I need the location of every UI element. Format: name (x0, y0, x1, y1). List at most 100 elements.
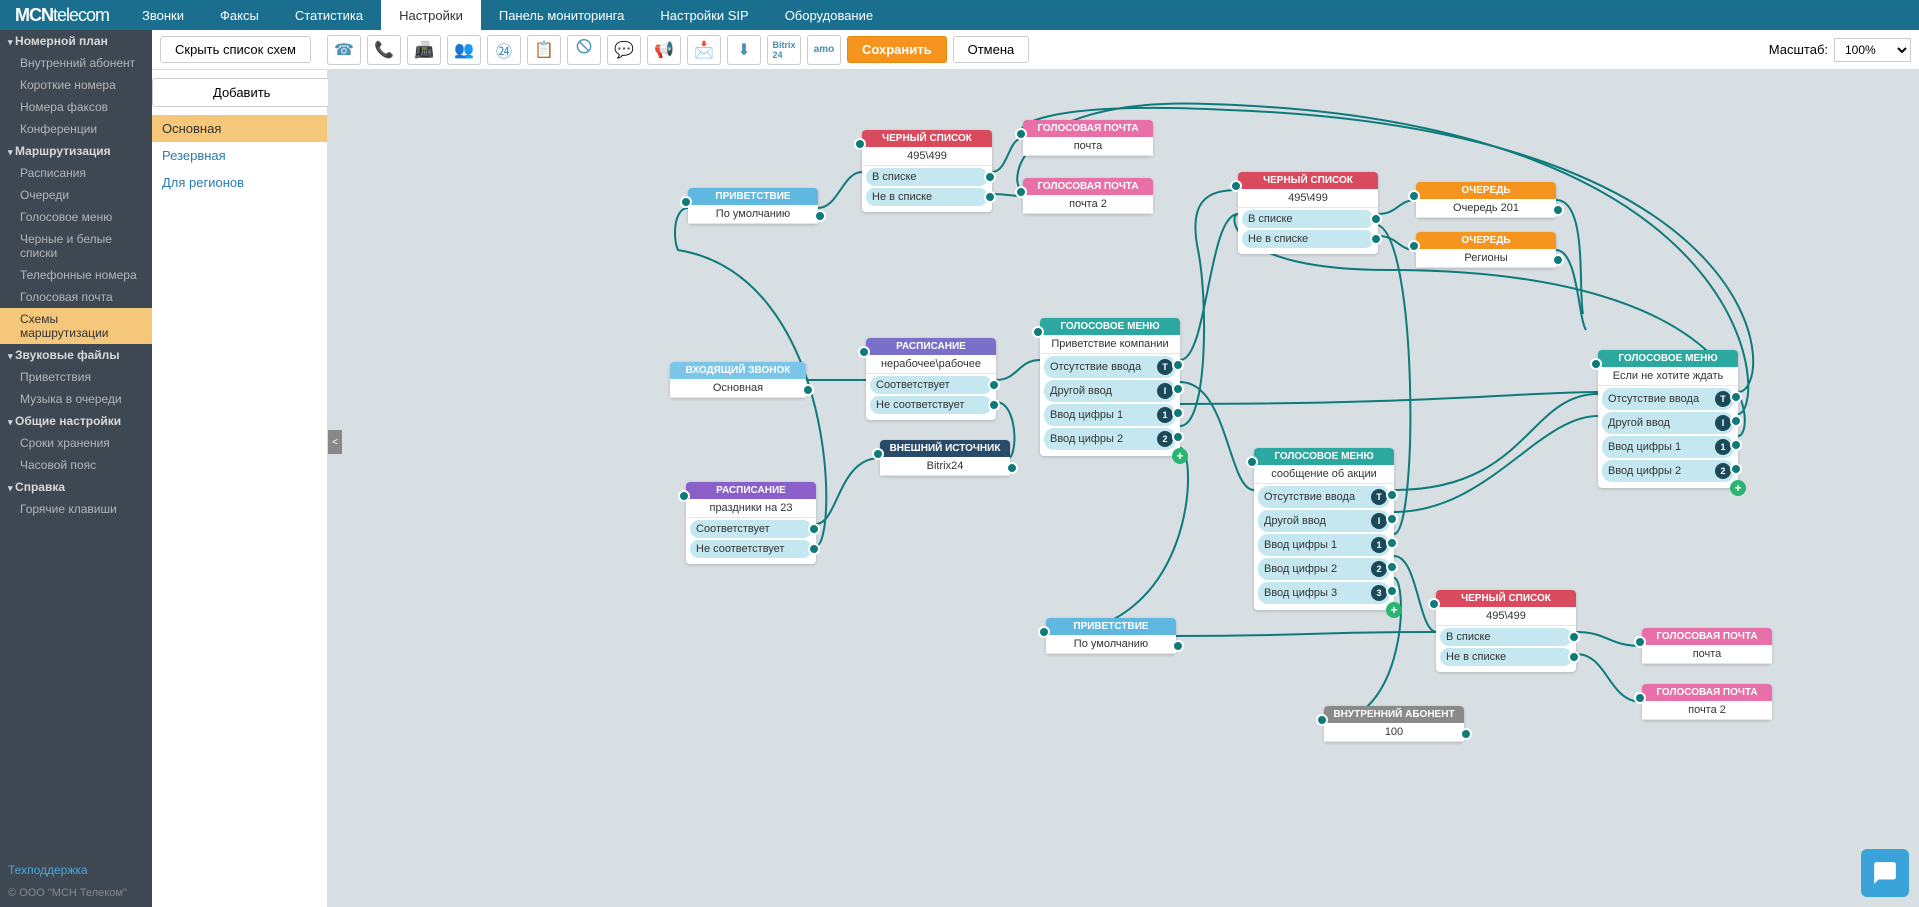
port-out[interactable] (1730, 415, 1742, 427)
sidebar-item[interactable]: Конференции (0, 118, 152, 140)
node-option[interactable]: Не в списке (866, 188, 988, 206)
port-in[interactable] (1032, 326, 1044, 338)
port-out[interactable] (1386, 537, 1398, 549)
port-out[interactable] (814, 210, 826, 222)
topnav-item[interactable]: Звонки (124, 0, 202, 30)
sidebar-section[interactable]: Номерной план (0, 30, 152, 52)
flow-node[interactable]: ВНУТРЕННИЙ АБОНЕНТ100 (1324, 706, 1464, 742)
port-in[interactable] (1634, 636, 1646, 648)
tool-icon-8[interactable]: 💬 (607, 35, 641, 65)
port-in[interactable] (1015, 186, 1027, 198)
port-out[interactable] (1460, 728, 1472, 740)
sidebar-item[interactable]: Музыка в очереди (0, 388, 152, 410)
flow-node[interactable]: ГОЛОСОВАЯ ПОЧТАпочта (1023, 120, 1153, 156)
port-out[interactable] (1172, 431, 1184, 443)
sidebar-section[interactable]: Звуковые файлы (0, 344, 152, 366)
flow-node[interactable]: ВНЕШНИЙ ИСТОЧНИКBitrix24 (880, 440, 1010, 476)
scheme-item[interactable]: Для регионов (152, 169, 327, 196)
node-option[interactable]: Ввод цифры 22 (1258, 558, 1390, 580)
flow-node[interactable]: ГОЛОСОВОЕ МЕНЮЕсли не хотите ждатьОтсутс… (1598, 350, 1738, 488)
port-out[interactable] (1370, 213, 1382, 225)
node-option[interactable]: Не в списке (1242, 230, 1374, 248)
sidebar-item[interactable]: Голосовая почта (0, 286, 152, 308)
routing-canvas[interactable]: < ПРИВЕТСТВИЕПо умолчаниюЧЕРНЫЙ СПИСОК49… (328, 70, 1919, 907)
collapse-handle[interactable]: < (328, 430, 342, 454)
sidebar-item[interactable]: Приветствия (0, 366, 152, 388)
flow-node[interactable]: ВХОДЯЩИЙ ЗВОНОКОсновная (670, 362, 806, 398)
topnav-item[interactable]: Факсы (202, 0, 277, 30)
sidebar-item[interactable]: Очереди (0, 184, 152, 206)
add-option-button[interactable]: + (1386, 602, 1402, 618)
node-option[interactable]: В списке (1242, 210, 1374, 228)
topnav-item[interactable]: Статистика (277, 0, 381, 30)
sidebar-item[interactable]: Горячие клавиши (0, 498, 152, 520)
port-in[interactable] (1038, 626, 1050, 638)
node-option[interactable]: Не соответствует (870, 396, 992, 414)
port-in[interactable] (858, 346, 870, 358)
port-out[interactable] (1568, 631, 1580, 643)
chat-fab[interactable] (1861, 849, 1909, 897)
scheme-item[interactable]: Резервная (152, 142, 327, 169)
node-option[interactable]: Соответствует (870, 376, 992, 394)
tool-icon-7[interactable]: 🛇 (567, 35, 601, 65)
flow-node[interactable]: ОЧЕРЕДЬРегионы (1416, 232, 1556, 268)
cancel-button[interactable]: Отмена (953, 36, 1030, 63)
add-option-button[interactable]: + (1730, 480, 1746, 496)
node-option[interactable]: Отсутствие вводаT (1258, 486, 1390, 508)
tool-icon-3[interactable]: 📠 (407, 35, 441, 65)
port-out[interactable] (984, 191, 996, 203)
tool-icon-11[interactable]: ⬇ (727, 35, 761, 65)
topnav-item[interactable]: Оборудование (767, 0, 891, 30)
tool-icon-4[interactable]: 👥 (447, 35, 481, 65)
port-out[interactable] (1386, 489, 1398, 501)
node-option[interactable]: Не соответствует (690, 540, 812, 558)
port-out[interactable] (808, 543, 820, 555)
port-in[interactable] (678, 490, 690, 502)
port-out[interactable] (808, 523, 820, 535)
sidebar-item[interactable]: Номера факсов (0, 96, 152, 118)
flow-node[interactable]: ГОЛОСОВАЯ ПОЧТАпочта (1642, 628, 1772, 664)
port-out[interactable] (1552, 254, 1564, 266)
sidebar-item[interactable]: Телефонные номера (0, 264, 152, 286)
flow-node[interactable]: ЧЕРНЫЙ СПИСОК495\499В спискеНе в списке (1238, 172, 1378, 254)
scheme-item[interactable]: Основная (152, 115, 327, 142)
node-option[interactable]: Другой вводI (1258, 510, 1390, 532)
node-option[interactable]: Другой вводI (1602, 412, 1734, 434)
port-in[interactable] (1428, 598, 1440, 610)
node-option[interactable]: Не в списке (1440, 648, 1572, 666)
tool-icon-10[interactable]: 📩 (687, 35, 721, 65)
tool-icon-12[interactable]: Bitrix24 (767, 35, 801, 65)
tool-icon-2[interactable]: 📞 (367, 35, 401, 65)
topnav-item[interactable]: Настройки (381, 0, 481, 30)
port-in[interactable] (1408, 240, 1420, 252)
sidebar-item[interactable]: Короткие номера (0, 74, 152, 96)
hide-schemes-button[interactable]: Скрыть список схем (160, 36, 311, 63)
port-out[interactable] (1386, 561, 1398, 573)
sidebar-section[interactable]: Справка (0, 476, 152, 498)
port-out[interactable] (1730, 391, 1742, 403)
port-in[interactable] (1634, 692, 1646, 704)
node-option[interactable]: В списке (866, 168, 988, 186)
port-out[interactable] (1172, 359, 1184, 371)
node-option[interactable]: Ввод цифры 22 (1044, 428, 1176, 450)
node-option[interactable]: Отсутствие вводаT (1602, 388, 1734, 410)
port-in[interactable] (854, 138, 866, 150)
tool-icon-5[interactable]: ㉔ (487, 35, 521, 65)
tool-icon-1[interactable]: ☎ (327, 35, 361, 65)
flow-node[interactable]: ГОЛОСОВОЕ МЕНЮсообщение об акцииОтсутств… (1254, 448, 1394, 610)
sidebar-item[interactable]: Расписания (0, 162, 152, 184)
port-out[interactable] (988, 399, 1000, 411)
zoom-select[interactable]: 100% (1834, 38, 1911, 62)
save-button[interactable]: Сохранить (847, 36, 947, 63)
sidebar-item[interactable]: Часовой пояс (0, 454, 152, 476)
port-out[interactable] (1552, 204, 1564, 216)
flow-node[interactable]: ОЧЕРЕДЬОчередь 201 (1416, 182, 1556, 218)
node-option[interactable]: Ввод цифры 33 (1258, 582, 1390, 604)
port-out[interactable] (1386, 585, 1398, 597)
flow-node[interactable]: ГОЛОСОВАЯ ПОЧТАпочта 2 (1642, 684, 1772, 720)
tool-icon-13[interactable]: amo (807, 35, 841, 65)
port-out[interactable] (1730, 439, 1742, 451)
node-option[interactable]: В списке (1440, 628, 1572, 646)
tool-icon-9[interactable]: 📢 (647, 35, 681, 65)
node-option[interactable]: Отсутствие вводаT (1044, 356, 1176, 378)
